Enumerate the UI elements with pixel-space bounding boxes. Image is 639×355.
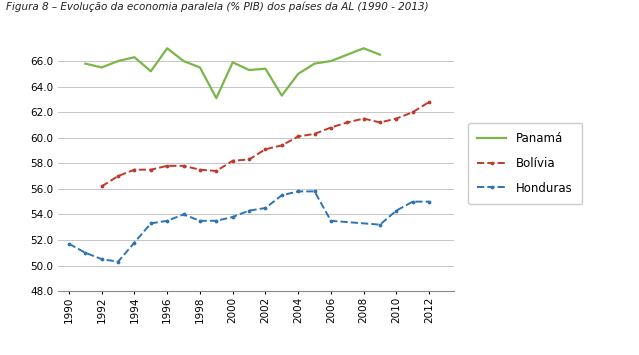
Panamá bbox=[164, 46, 171, 50]
Panamá bbox=[98, 65, 105, 70]
Bolívia bbox=[409, 110, 417, 114]
Panamá bbox=[278, 93, 286, 98]
Panamá bbox=[343, 53, 351, 57]
Bolívia bbox=[229, 159, 236, 163]
Panamá bbox=[229, 60, 236, 65]
Honduras bbox=[261, 206, 269, 210]
Bolívia bbox=[392, 116, 400, 121]
Panamá bbox=[196, 65, 204, 70]
Honduras bbox=[392, 208, 400, 213]
Panamá bbox=[213, 96, 220, 100]
Bolívia bbox=[295, 134, 302, 138]
Bolívia bbox=[213, 169, 220, 173]
Panamá bbox=[245, 68, 253, 72]
Bolívia bbox=[164, 164, 171, 168]
Bolívia bbox=[360, 116, 367, 121]
Panamá bbox=[130, 55, 138, 59]
Honduras bbox=[409, 200, 417, 204]
Honduras bbox=[311, 189, 318, 193]
Honduras bbox=[65, 242, 73, 246]
Honduras bbox=[278, 193, 286, 197]
Honduras bbox=[196, 219, 204, 223]
Honduras bbox=[114, 260, 122, 264]
Honduras bbox=[376, 223, 384, 227]
Line: Bolívia: Bolívia bbox=[99, 99, 431, 189]
Honduras bbox=[82, 251, 89, 255]
Panamá bbox=[295, 72, 302, 76]
Bolívia bbox=[196, 168, 204, 172]
Honduras bbox=[327, 219, 335, 223]
Bolívia bbox=[376, 120, 384, 125]
Legend: Panamá, Bolívia, Honduras: Panamá, Bolívia, Honduras bbox=[468, 122, 582, 204]
Panamá bbox=[82, 61, 89, 66]
Panamá bbox=[114, 59, 122, 63]
Bolívia bbox=[98, 184, 105, 189]
Bolívia bbox=[327, 125, 335, 130]
Bolívia bbox=[343, 120, 351, 125]
Honduras bbox=[164, 219, 171, 223]
Bolívia bbox=[261, 147, 269, 151]
Panamá bbox=[327, 59, 335, 63]
Bolívia bbox=[114, 174, 122, 178]
Bolívia bbox=[180, 164, 187, 168]
Bolívia bbox=[245, 157, 253, 162]
Honduras bbox=[130, 240, 138, 245]
Honduras bbox=[295, 189, 302, 193]
Line: Honduras: Honduras bbox=[66, 189, 431, 264]
Panamá bbox=[376, 53, 384, 57]
Honduras bbox=[98, 257, 105, 261]
Panamá bbox=[180, 59, 187, 63]
Bolívia bbox=[278, 143, 286, 148]
Bolívia bbox=[426, 100, 433, 104]
Bolívia bbox=[130, 168, 138, 172]
Text: Figura 8 – Evolução da economia paralela (% PIB) dos países da AL (1990 - 2013): Figura 8 – Evolução da economia paralela… bbox=[6, 2, 429, 12]
Line: Panamá: Panamá bbox=[86, 48, 380, 98]
Honduras bbox=[426, 200, 433, 204]
Honduras bbox=[229, 215, 236, 219]
Honduras bbox=[147, 221, 155, 225]
Honduras bbox=[180, 212, 187, 217]
Honduras bbox=[245, 208, 253, 213]
Panamá bbox=[147, 69, 155, 73]
Panamá bbox=[261, 67, 269, 71]
Bolívia bbox=[311, 132, 318, 136]
Honduras bbox=[213, 219, 220, 223]
Panamá bbox=[311, 61, 318, 66]
Panamá bbox=[360, 46, 367, 50]
Bolívia bbox=[147, 168, 155, 172]
